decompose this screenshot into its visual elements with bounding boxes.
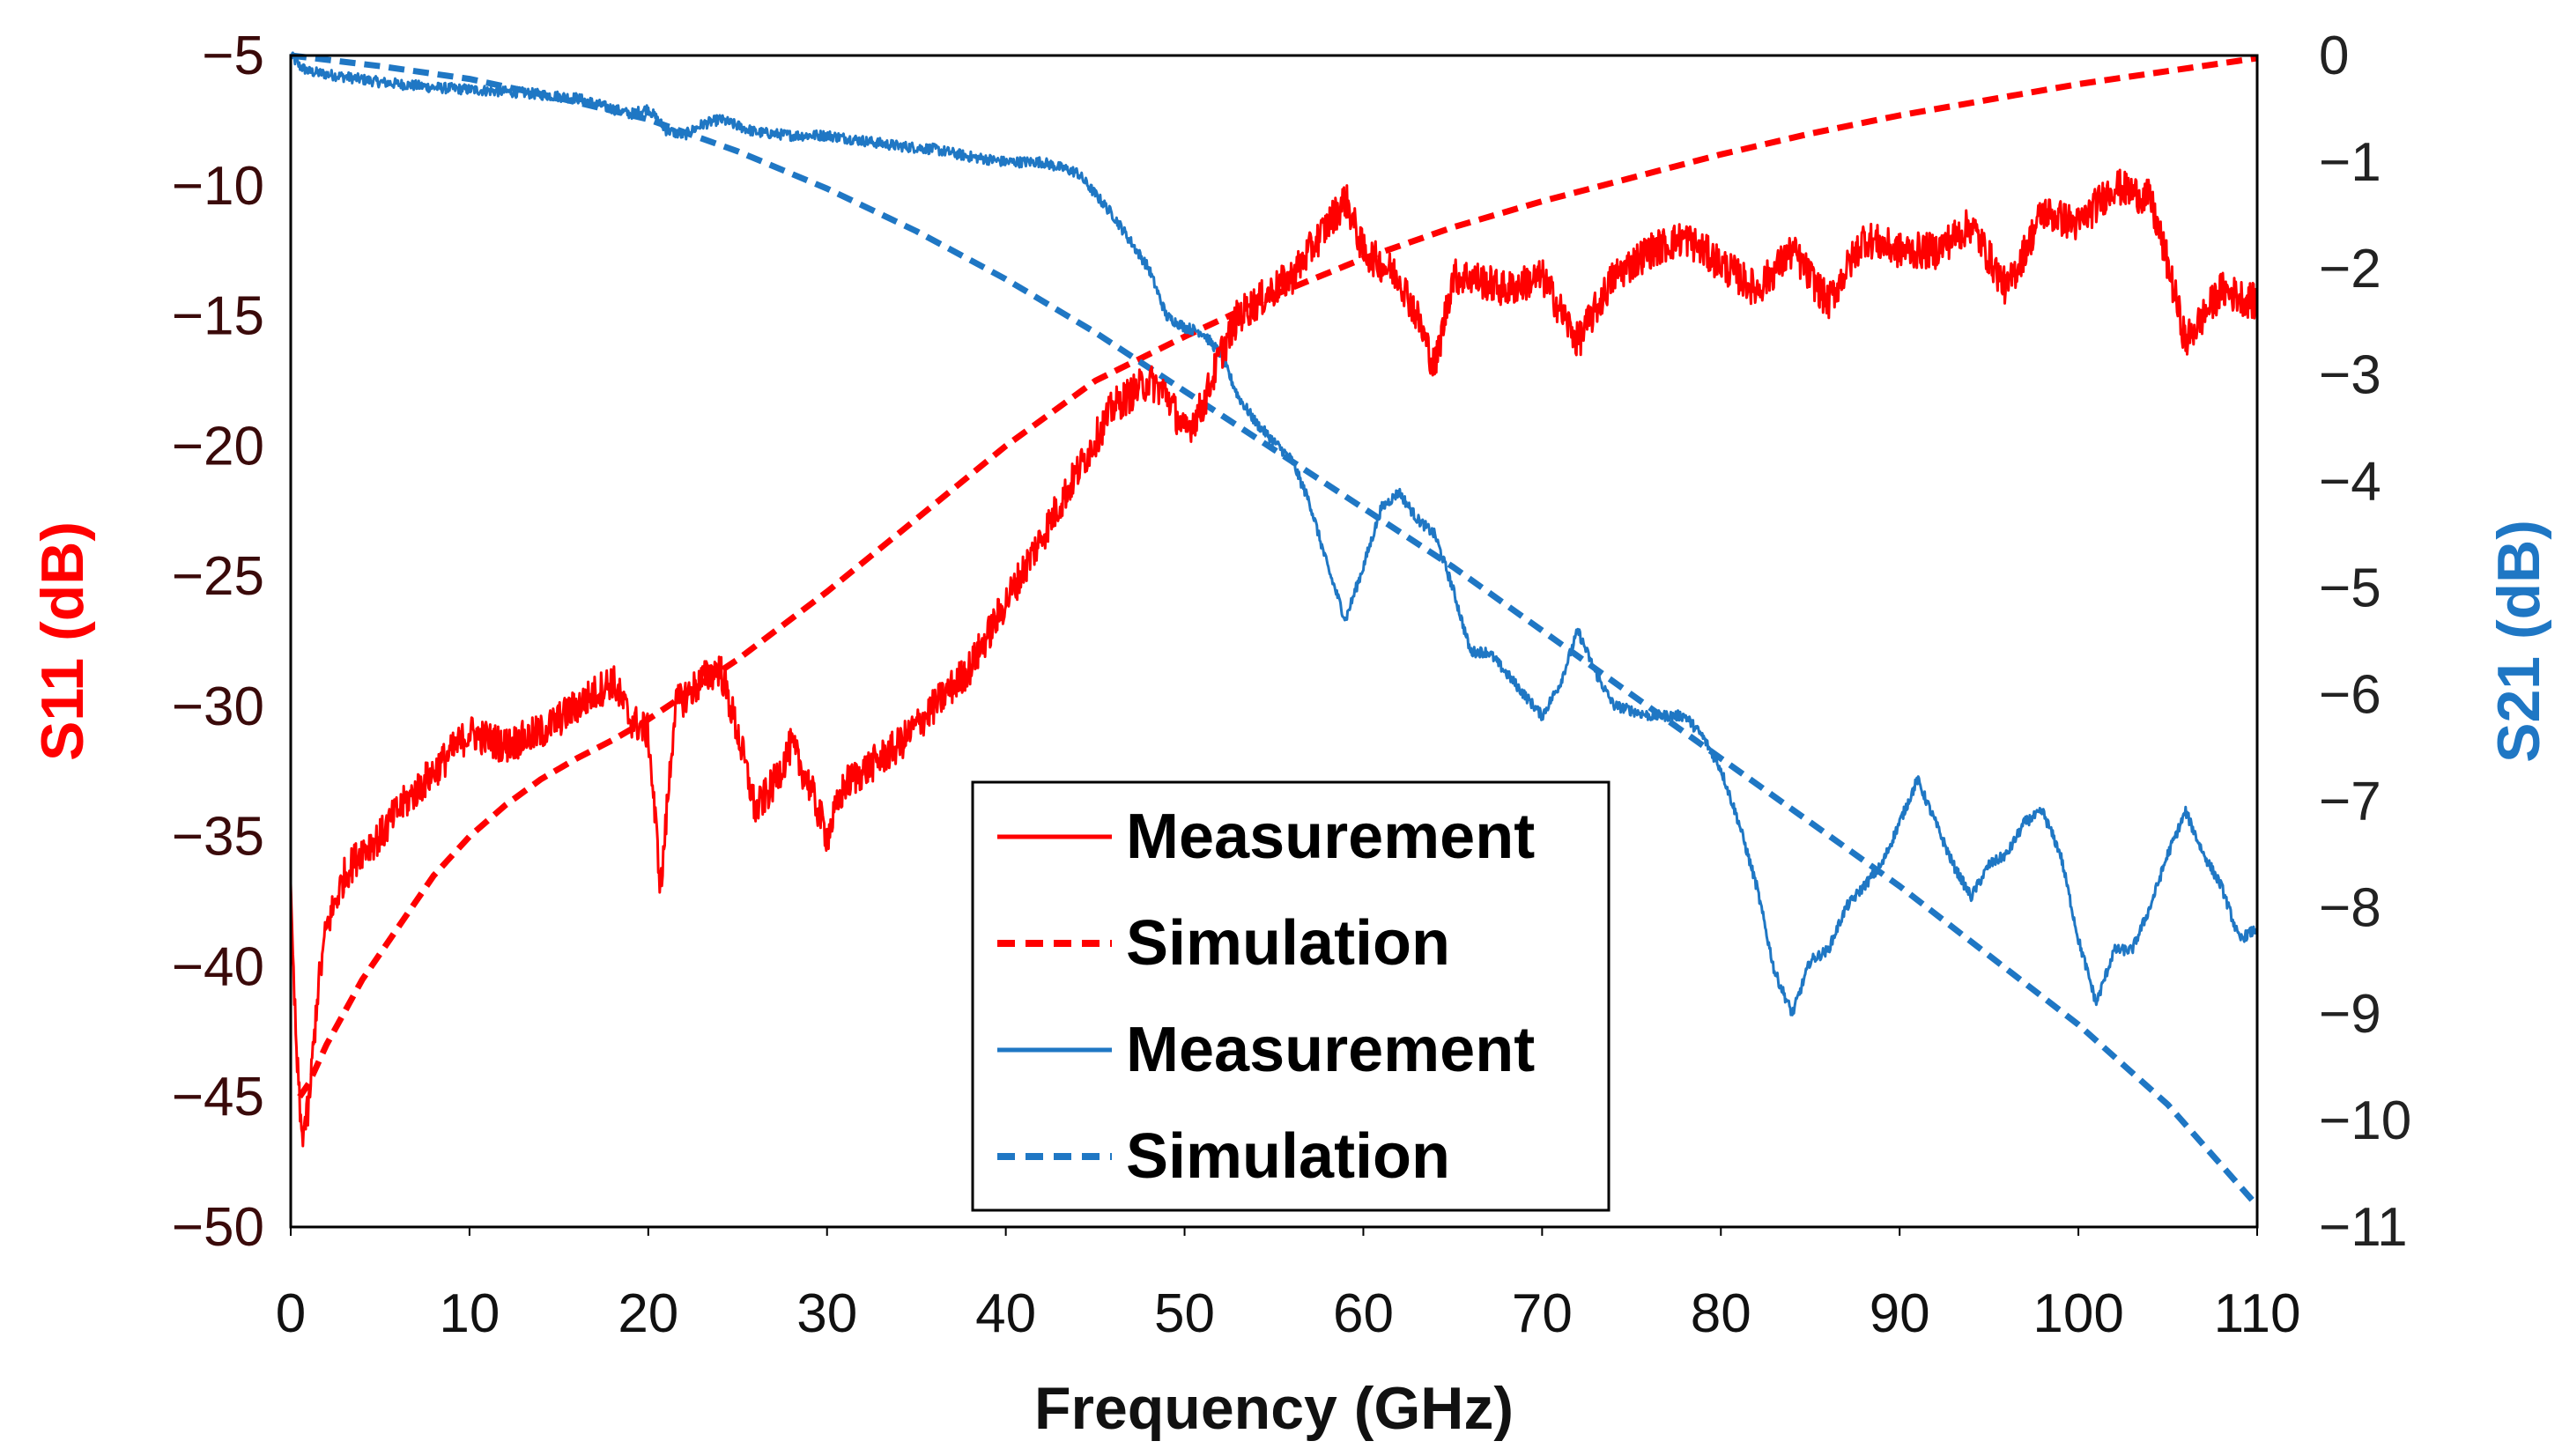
y-right-tick-label: −5: [2319, 558, 2381, 619]
y-left-tick-label: −50: [172, 1197, 264, 1258]
x-tick-label: 40: [975, 1283, 1036, 1344]
y-right-tick-label: −9: [2319, 984, 2381, 1045]
x-tick-label: 0: [276, 1283, 306, 1344]
legend-label-s11-simulation: Simulation: [1126, 908, 1450, 979]
x-tick-label: 10: [439, 1283, 500, 1344]
y-left-axis-title: S11 (dB): [29, 521, 96, 761]
x-tick-label: 20: [618, 1283, 678, 1344]
x-tick-label: 100: [2033, 1283, 2123, 1344]
y-right-tick-label: −10: [2319, 1090, 2411, 1151]
y-right-tick-label: −8: [2319, 877, 2381, 938]
series-s11-simulation: [297, 55, 2258, 1099]
plot-area: [289, 54, 2259, 1229]
y-left-tick-label: −35: [172, 807, 264, 868]
y-right-tick-label: −2: [2319, 239, 2381, 299]
x-tick-label: 50: [1154, 1283, 1215, 1344]
x-tick-label: 30: [796, 1283, 857, 1344]
legend-label-s21-simulation: Simulation: [1126, 1121, 1450, 1192]
y-right-tick-label: −1: [2319, 132, 2381, 193]
series-layer: [289, 51, 2260, 1208]
x-tick-label: 80: [1691, 1283, 1751, 1344]
x-tick-label: 70: [1512, 1283, 1573, 1344]
y-right-axis-title: S21 (dB): [2485, 520, 2552, 763]
y-left-tick-label: −15: [172, 286, 264, 347]
y-left-tick-label: −40: [172, 936, 264, 997]
legend-label-s11-measurement: Measurement: [1126, 802, 1535, 872]
y-right-tick-label: −7: [2319, 771, 2381, 831]
y-left-tick-label: −45: [172, 1067, 264, 1127]
x-tick-label: 110: [2214, 1283, 2301, 1344]
x-tick-label: 60: [1333, 1283, 1394, 1344]
y-left-tick-label: −10: [172, 156, 264, 217]
y-left-tick-label: −30: [172, 676, 264, 737]
legend-label-s21-measurement: Measurement: [1126, 1015, 1535, 1085]
x-tick-label: 90: [1870, 1283, 1930, 1344]
legend-box: [971, 780, 1611, 1212]
y-right-tick-label: −4: [2319, 452, 2381, 513]
x-axis-title: Frequency (GHz): [1034, 1375, 1514, 1442]
y-right-tick-label: 0: [2319, 26, 2349, 86]
y-right-tick-label: −3: [2319, 345, 2381, 406]
y-left-tick-label: −5: [202, 26, 264, 86]
y-left-tick-label: −20: [172, 416, 264, 477]
y-right-tick-label: −6: [2319, 664, 2381, 725]
series-s21-measurement: [289, 51, 2259, 1016]
y-right-tick-label: −11: [2319, 1197, 2408, 1258]
ticks-layer: 0 10 20 30 40 50 60 70 80 90 100 110−5−10−15−20−25−…: [172, 26, 2411, 1344]
series-s11-measurement: [289, 168, 2259, 1148]
y-left-tick-label: −25: [172, 546, 264, 607]
legend: Measurement Simulation Measurement Simul…: [971, 780, 1611, 1212]
